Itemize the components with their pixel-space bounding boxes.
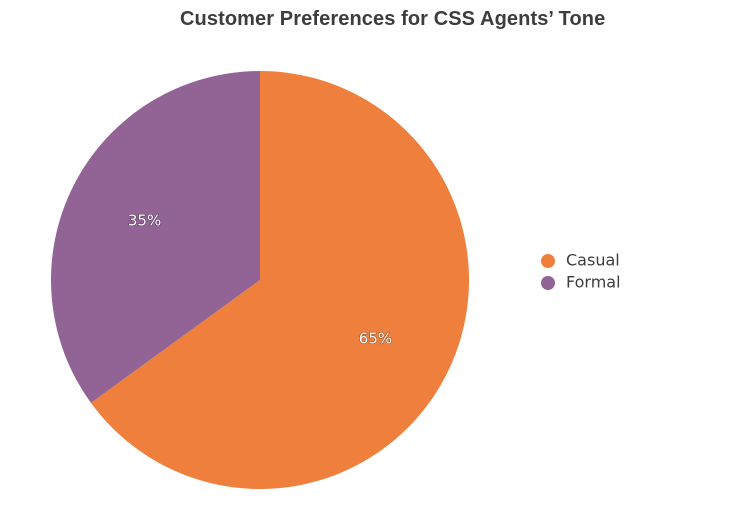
legend-label-casual: Casual xyxy=(566,251,620,270)
slice-labels: 65% 35% xyxy=(127,211,392,348)
pie-slice-formal xyxy=(51,70,261,403)
legend-swatch-casual xyxy=(541,254,555,268)
pie-slice-casual xyxy=(90,71,469,490)
legend-item-formal: Formal xyxy=(541,273,621,292)
slice-label-formal: 35% xyxy=(128,212,161,230)
legend-label-formal: Formal xyxy=(566,273,621,292)
chart-title: Customer Preferences for CSS Agents’ Ton… xyxy=(180,8,606,30)
legend-item-casual: Casual xyxy=(541,251,620,270)
slice-label-casual: 65% xyxy=(359,329,392,347)
pie-slices xyxy=(51,70,469,490)
legend: Casual Formal xyxy=(541,251,621,292)
legend-swatch-formal xyxy=(541,276,555,290)
